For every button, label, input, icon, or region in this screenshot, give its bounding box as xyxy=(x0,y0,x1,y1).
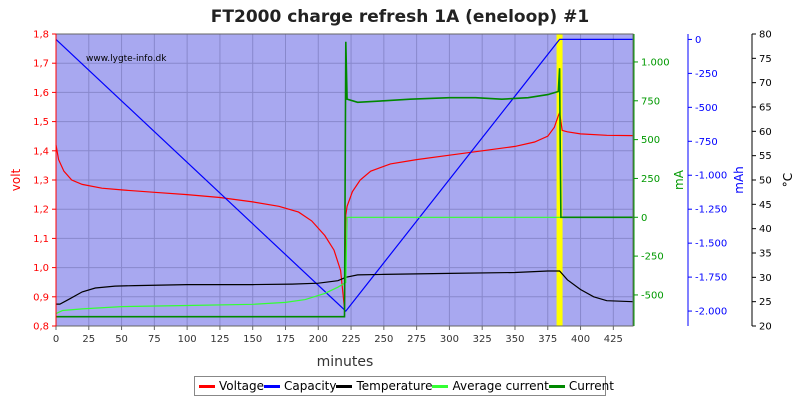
temp-tick-label: 75 xyxy=(759,54,772,65)
x-tick-label: 425 xyxy=(604,334,623,345)
mAh-tick-label: -250 xyxy=(695,69,718,80)
watermark: www.lygte-info.dk xyxy=(86,54,167,64)
mAh-tick-label: -2.000 xyxy=(695,307,727,318)
volt-tick-label: 1,8 xyxy=(33,30,49,41)
x-tick-label: 150 xyxy=(243,334,262,345)
temp-tick-label: 25 xyxy=(759,297,772,308)
series-temperature xyxy=(56,270,634,305)
temp-tick-label: 35 xyxy=(759,249,772,260)
mAh-tick-label: -1.750 xyxy=(695,273,727,284)
legend-swatch xyxy=(264,384,281,388)
temp-tick-label: 65 xyxy=(759,103,772,114)
legend-label: Temperature xyxy=(356,379,433,393)
x-tick-label: 100 xyxy=(178,334,197,345)
legend-swatch xyxy=(336,384,353,388)
temp-axis-label: °C xyxy=(781,173,795,187)
temp-tick-label: 20 xyxy=(759,322,772,333)
x-tick-label: 350 xyxy=(505,334,524,345)
mA-axis-label: mA xyxy=(672,169,686,190)
volt-tick-label: 1,4 xyxy=(33,146,49,157)
legend-label: Capacity xyxy=(284,379,337,393)
legend-swatch xyxy=(548,384,565,388)
mAh-tick-label: -750 xyxy=(695,137,718,148)
x-tick-label: 325 xyxy=(473,334,492,345)
x-tick-label: 200 xyxy=(309,334,328,345)
legend-label: Average current xyxy=(452,379,549,393)
volt-tick-label: 0,9 xyxy=(33,292,49,303)
legend-swatch xyxy=(199,384,215,388)
mA-tick-label: -250 xyxy=(641,252,664,263)
volt-tick-label: 1,7 xyxy=(33,59,49,70)
legend: Voltage Capacity Temperature Average curren… xyxy=(194,376,614,396)
x-axis-label: minutes xyxy=(317,354,374,370)
volt-axis-label: volt xyxy=(9,168,23,191)
x-tick-label: 75 xyxy=(148,334,161,345)
mA-tick-label: 250 xyxy=(641,174,660,185)
series-average-current xyxy=(55,216,633,315)
volt-tick-label: 1,5 xyxy=(33,117,49,128)
temp-tick-label: 30 xyxy=(759,273,772,284)
mAh-tick-label: 0 xyxy=(695,35,701,46)
series-voltage xyxy=(55,110,634,309)
mA-tick-label: 0 xyxy=(641,213,647,224)
legend-swatch xyxy=(432,384,449,388)
x-tick-label: 0 xyxy=(53,334,59,345)
temp-tick-label: 60 xyxy=(759,127,772,138)
x-tick-label: 25 xyxy=(82,334,95,345)
mAh-tick-label: -1.250 xyxy=(695,205,727,216)
legend-item: Current xyxy=(548,379,614,393)
legend-label: Voltage xyxy=(219,379,265,393)
volt-tick-label: 1,0 xyxy=(33,263,49,274)
mAh-tick-label: -1.000 xyxy=(695,171,727,182)
mA-tick-label: -500 xyxy=(641,290,664,301)
highlight-band xyxy=(556,34,563,326)
temp-tick-label: 40 xyxy=(759,224,772,235)
legend-item: Average current xyxy=(432,379,549,393)
x-tick-label: 375 xyxy=(538,334,557,345)
legend-item: Voltage xyxy=(199,379,264,393)
x-tick-label: 175 xyxy=(276,334,295,345)
x-tick-label: 275 xyxy=(407,334,426,345)
x-tick-label: 125 xyxy=(210,334,229,345)
mA-tick-label: 500 xyxy=(641,135,660,146)
x-tick-label: 50 xyxy=(115,334,128,345)
mAh-tick-label: -500 xyxy=(695,103,718,114)
x-tick-label: 400 xyxy=(571,334,590,345)
temp-tick-label: 50 xyxy=(759,176,772,187)
volt-tick-label: 1,2 xyxy=(33,205,49,216)
x-tick-label: 300 xyxy=(440,334,459,345)
volt-tick-label: 1,1 xyxy=(33,234,49,245)
x-tick-label: 250 xyxy=(374,334,393,345)
mA-tick-label: 1.000 xyxy=(641,57,670,68)
x-tick-label: 225 xyxy=(342,334,361,345)
series-current xyxy=(56,41,633,318)
volt-tick-label: 1,3 xyxy=(33,176,49,187)
temp-tick-label: 45 xyxy=(759,200,772,211)
mA-tick-label: 750 xyxy=(641,96,660,107)
mAh-axis-label: mAh xyxy=(732,166,746,194)
legend-item: Temperature xyxy=(336,379,432,393)
legend-label: Current xyxy=(568,379,614,393)
temp-tick-label: 80 xyxy=(759,30,772,41)
mAh-tick-label: -1.500 xyxy=(695,239,727,250)
legend-item: Capacity xyxy=(264,379,336,393)
volt-tick-label: 0,8 xyxy=(33,322,49,333)
series-capacity xyxy=(55,38,633,312)
temp-tick-label: 70 xyxy=(759,78,772,89)
temp-tick-label: 55 xyxy=(759,151,772,162)
volt-tick-label: 1,6 xyxy=(33,88,49,99)
chart-title: FT2000 charge refresh 1A (eneloop) #1 xyxy=(211,7,589,27)
